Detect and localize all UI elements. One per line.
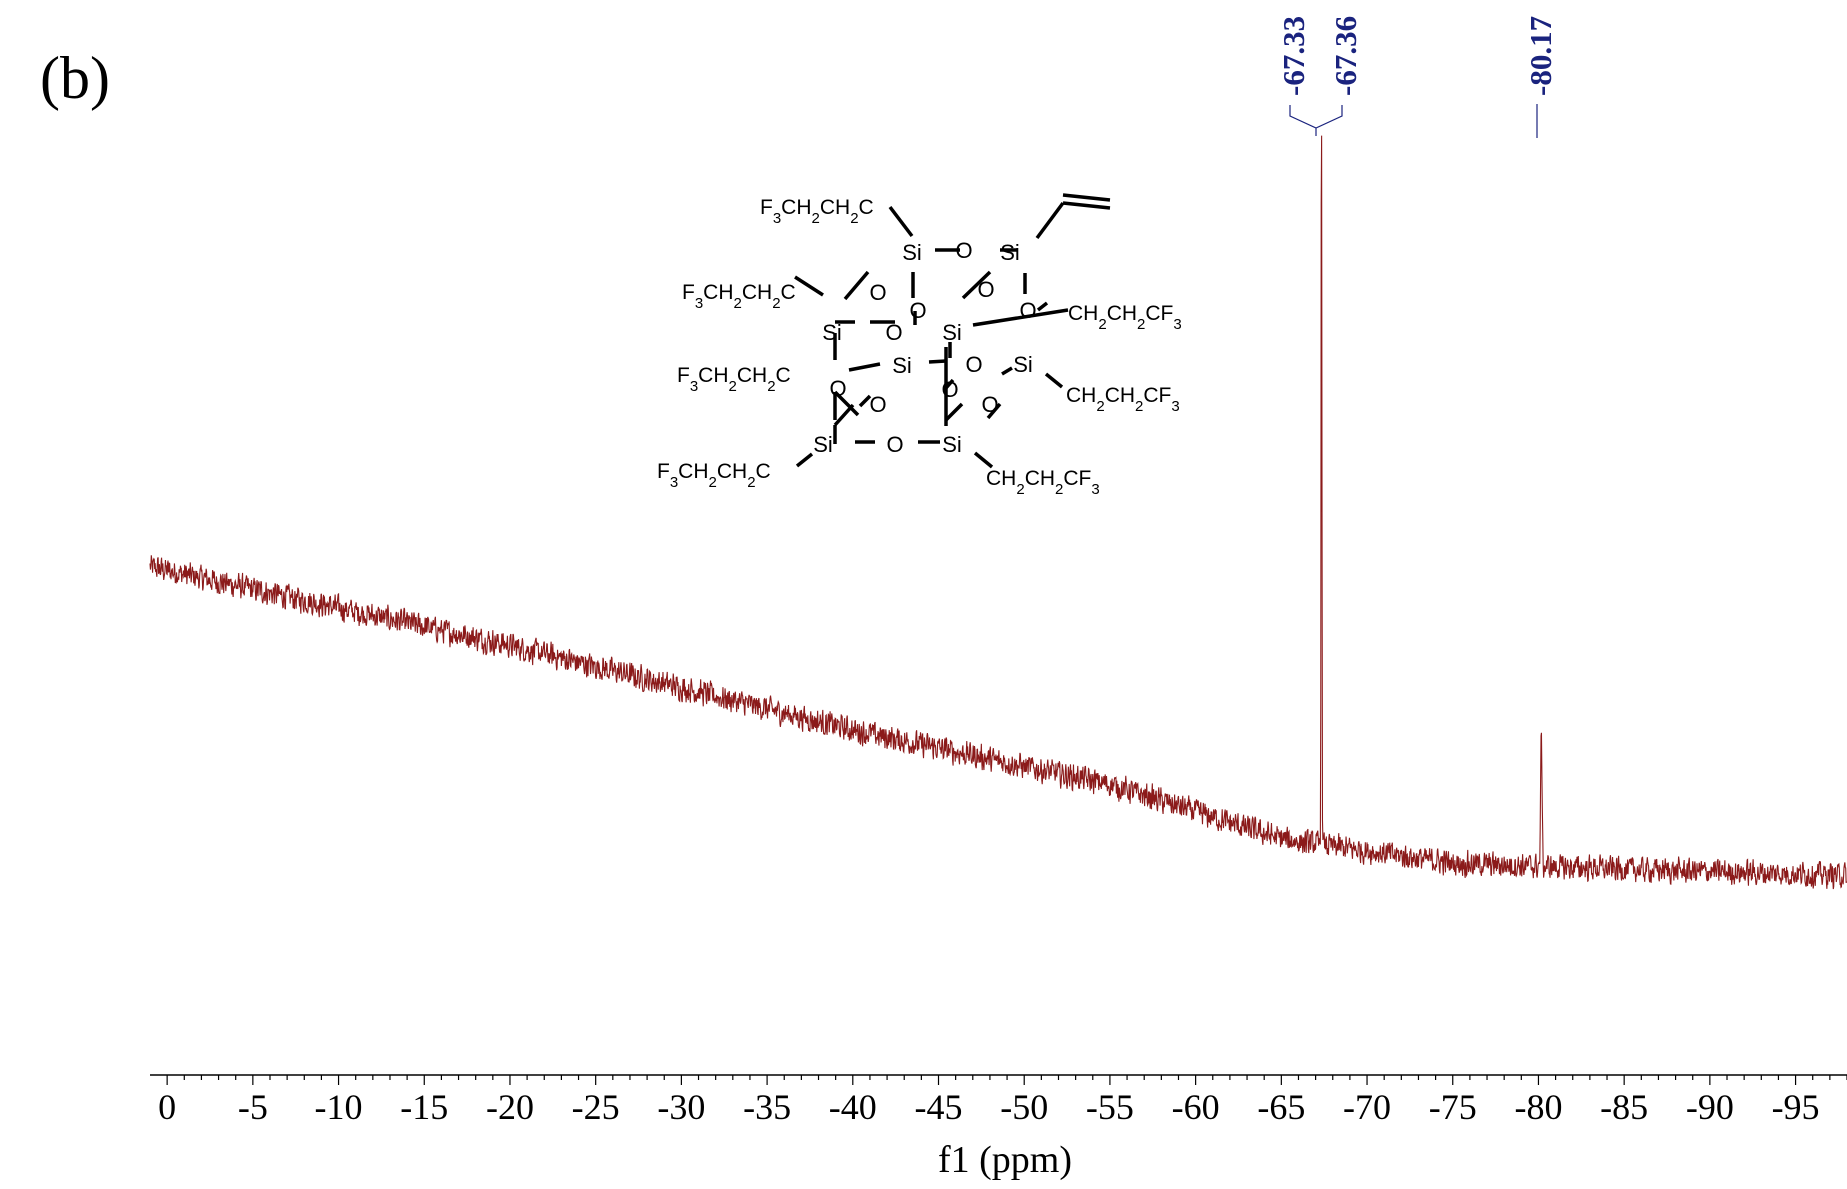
bond (843, 270, 870, 301)
si-atom: Si (822, 320, 842, 345)
si-atom: Si (942, 432, 962, 457)
peak-bracket (1289, 105, 1343, 136)
o-atom: O (909, 298, 926, 323)
peak-label: -67.33 (1276, 16, 1311, 96)
bond (1036, 301, 1049, 312)
x-axis-label: f1 (ppm) (938, 1139, 1072, 1181)
bond (794, 275, 824, 297)
substituent-label: CH2CH2CF3 (1066, 384, 1180, 415)
bond (973, 451, 994, 469)
bond (1001, 366, 1013, 376)
peak-label: -67.36 (1328, 16, 1363, 96)
bond (961, 270, 992, 300)
o-atom: O (977, 277, 994, 302)
x-tick-label: -95 (1772, 1087, 1820, 1127)
x-tick-label: -85 (1600, 1087, 1648, 1127)
peak-labels: -67.33 -67.36 -80.17 (1276, 16, 1558, 138)
o-atom: O (981, 392, 998, 417)
o-atom: O (869, 280, 886, 305)
x-tick-label: -70 (1343, 1087, 1391, 1127)
bond (795, 452, 814, 468)
o-atom: O (965, 352, 982, 377)
x-tick-label: -15 (400, 1087, 448, 1127)
x-tick-label: -50 (1000, 1087, 1048, 1127)
bond (1062, 193, 1111, 202)
x-tick-label: -45 (915, 1087, 963, 1127)
x-tick-label: 0 (158, 1087, 176, 1127)
bond (848, 362, 881, 372)
x-tick-label: -55 (1086, 1087, 1134, 1127)
si-atom: Si (902, 240, 922, 265)
bond (1044, 372, 1064, 389)
x-tick-label: -35 (743, 1087, 791, 1127)
bond (944, 402, 964, 422)
o-atom: O (941, 377, 958, 402)
x-tick-label: -90 (1686, 1087, 1734, 1127)
bond (888, 205, 914, 238)
x-tick-label: -75 (1429, 1087, 1477, 1127)
bond (833, 403, 855, 427)
o-atom: O (955, 238, 972, 263)
bond (1035, 201, 1065, 240)
o-atom: O (1019, 298, 1036, 323)
x-tick-label: -5 (238, 1087, 268, 1127)
substituent-label: F3CH2CH2C (657, 460, 771, 491)
x-tick-label: -20 (486, 1087, 534, 1127)
o-atom: O (869, 392, 886, 417)
si-atom: Si (813, 432, 833, 457)
bond (858, 394, 872, 408)
o-atom: O (829, 376, 846, 401)
substituent-label: F3CH2CH2C (682, 281, 796, 312)
plot-area (149, 135, 1847, 890)
x-tick-label: -25 (572, 1087, 620, 1127)
x-tick-label: -30 (657, 1087, 705, 1127)
substituent-label: F3CH2CH2C (760, 196, 874, 227)
panel-label: (b) (40, 45, 110, 111)
bond (833, 390, 860, 417)
x-tick-label: -60 (1172, 1087, 1220, 1127)
si-atom: Si (1013, 352, 1033, 377)
o-atom: O (886, 432, 903, 457)
bond (972, 308, 1069, 327)
bond (986, 402, 1002, 420)
x-tick-label: -40 (829, 1087, 877, 1127)
si-atom: Si (1000, 240, 1020, 265)
x-axis: 0 -5 -10 -15 -20 -25 -30 -35 -40 -45 -50 -55 -60 -65-… (150, 1074, 1847, 1127)
substituent-label: F3CH2CH2C (677, 364, 791, 395)
x-tick-label: -10 (315, 1087, 363, 1127)
x-tick-label: -80 (1514, 1087, 1562, 1127)
o-atom: O (885, 320, 902, 345)
substituent-label: CH2CH2CF3 (1068, 302, 1182, 333)
x-tick-label: -65 (1257, 1087, 1305, 1127)
si-atom: Si (942, 320, 962, 345)
bond (944, 378, 955, 390)
bond (1062, 201, 1111, 210)
peak-label: -80.17 (1523, 16, 1558, 96)
si-atom: Si (892, 353, 912, 378)
bond (928, 359, 947, 364)
substituent-label: CH2CH2CF3 (986, 467, 1100, 498)
spectrum-line (149, 135, 1847, 890)
